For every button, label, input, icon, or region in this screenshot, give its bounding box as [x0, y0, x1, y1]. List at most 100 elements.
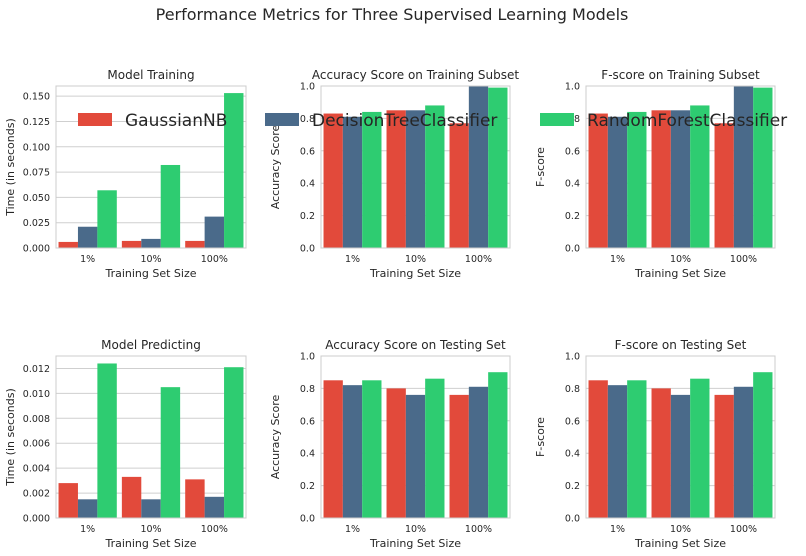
- subplot-2: 0.0 0.2 0.4 0.6 0.8 1.0 1% 10% 100% Accuracy Scor…: [269, 68, 519, 280]
- y-tick-label: 0.100: [23, 142, 50, 153]
- x-tick-label: 1%: [610, 524, 625, 535]
- x-tick-label: 10%: [670, 254, 691, 265]
- subplot-3: 0.00.20.40.60.81.01%10%100%F-score on Tr…: [534, 68, 776, 280]
- bar-GaussianNB-1%: [588, 113, 608, 248]
- bar-GaussianNB-10%: [386, 388, 406, 518]
- y-tick-label: 0.4: [565, 179, 580, 190]
- bar-DecisionTreeClassifier-1%: [77, 499, 98, 518]
- figure-title: Performance Metrics for Three Supervised…: [156, 5, 629, 24]
- legend-label-GaussianNB: GaussianNB: [125, 111, 227, 131]
- subplot-grid: 0.000 0.025 0.050 0.075 0.100 0.125 0.150 1% 10%…: [4, 68, 776, 550]
- axes-frame: [585, 355, 776, 519]
- subplot-6: 0.0 0.2 0.4 0.6 0.8 1.0 1% 10% 100% F-score on Te…: [534, 338, 776, 550]
- bar-RandomForestClassifier-10%: [160, 164, 181, 248]
- bar-RandomForestClassifier-1%: [362, 111, 382, 248]
- y-tick-label: 0.2: [565, 211, 580, 222]
- bar-GaussianNB-100%: [714, 123, 734, 248]
- y-tick-label: 0.2: [300, 481, 315, 492]
- bar-RandomForestClassifier-1%: [362, 380, 382, 518]
- x-tick-label: 100%: [201, 254, 228, 265]
- bar-RandomForestClassifier-10%: [425, 378, 445, 518]
- bar-GaussianNB-1%: [323, 113, 343, 248]
- bar-RandomForestClassifier-100%: [224, 367, 244, 518]
- bar-RandomForestClassifier-100%: [488, 87, 508, 249]
- y-tick-label: 0.0: [565, 514, 580, 525]
- bar-GaussianNB-100%: [449, 123, 469, 248]
- bar-RandomForestClassifier-100%: [753, 87, 773, 249]
- bar-DecisionTreeClassifier-100%: [204, 496, 225, 518]
- y-tick-label: 0.125: [23, 117, 50, 128]
- bar-GaussianNB-10%: [386, 110, 406, 248]
- subplot-title: F-score on Training Subset: [601, 68, 760, 82]
- y-tick-label: 0.025: [23, 218, 50, 229]
- x-axis-label: Training Set Size: [369, 267, 461, 280]
- legend: GaussianNB DecisionTreeClassifier RandomFo…: [78, 111, 787, 131]
- bar-DecisionTreeClassifier-10%: [405, 110, 426, 248]
- y-tick-label: 0.6: [565, 146, 580, 157]
- y-axis-label: F-score: [534, 417, 547, 457]
- x-tick-label: 100%: [730, 254, 757, 265]
- axes-frame: [320, 85, 511, 249]
- bar-GaussianNB-10%: [121, 240, 142, 248]
- y-axis-label: Accuracy Score: [269, 395, 282, 480]
- axes-frame: [585, 85, 776, 249]
- legend-swatch-GaussianNB: [78, 113, 112, 126]
- bar-DecisionTreeClassifier-100%: [733, 386, 754, 518]
- y-tick-label: 0.0: [565, 244, 580, 255]
- x-tick-label: 100%: [465, 254, 492, 265]
- bar-DecisionTreeClassifier-1%: [342, 385, 363, 518]
- bar-DecisionTreeClassifier-1%: [607, 385, 628, 518]
- y-tick-label: 0.002: [23, 489, 50, 500]
- bar-DecisionTreeClassifier-100%: [733, 86, 754, 248]
- bar-DecisionTreeClassifier-10%: [141, 238, 161, 248]
- bar-DecisionTreeClassifier-100%: [204, 216, 225, 248]
- bar-RandomForestClassifier-10%: [425, 105, 445, 248]
- y-axis-label: F-score: [534, 147, 547, 187]
- bar-RandomForestClassifier-10%: [160, 387, 181, 518]
- subplot-title: Accuracy Score on Training Subset: [312, 68, 519, 82]
- x-tick-label: 1%: [345, 524, 360, 535]
- subplot-title: Accuracy Score on Testing Set: [325, 338, 506, 352]
- bar-RandomForestClassifier-10%: [690, 378, 710, 518]
- y-tick-label: 0.012: [23, 364, 50, 375]
- y-tick-label: 0.075: [23, 168, 50, 179]
- bar-RandomForestClassifier-100%: [753, 372, 773, 518]
- bar-GaussianNB-1%: [58, 483, 78, 518]
- y-axis-label: Time (in seconds): [4, 388, 17, 487]
- bar-GaussianNB-100%: [714, 394, 734, 518]
- x-tick-label: 10%: [140, 254, 161, 265]
- x-axis-label: Training Set Size: [634, 267, 726, 280]
- legend-swatch-DecisionTreeClassifier: [265, 113, 299, 126]
- subplot-5: 0.0 0.2 0.4 0.6 0.8 1.0 1% 10% 100% Accuracy Scor…: [269, 338, 511, 550]
- bar-GaussianNB-100%: [449, 394, 469, 518]
- x-tick-label: 10%: [405, 254, 426, 265]
- axes-frame: [320, 355, 511, 519]
- x-tick-label: 10%: [140, 524, 161, 535]
- bar-RandomForestClassifier-1%: [627, 111, 647, 248]
- y-tick-label: 0.0: [300, 514, 315, 525]
- bar-GaussianNB-100%: [185, 240, 205, 248]
- subplot-title: Model Training: [107, 68, 194, 82]
- y-tick-label: 0.4: [300, 179, 315, 190]
- y-tick-label: 0.010: [23, 389, 50, 400]
- y-tick-label: 0.4: [565, 449, 580, 460]
- legend-swatch-RandomForestClassifier: [540, 113, 574, 126]
- bar-GaussianNB-1%: [588, 380, 608, 518]
- bar-DecisionTreeClassifier-100%: [468, 86, 489, 248]
- y-tick-label: 0.000: [23, 244, 50, 255]
- bar-DecisionTreeClassifier-10%: [405, 394, 426, 518]
- y-axis-label: Time (in seconds): [4, 118, 17, 217]
- y-tick-label: 1.0: [300, 82, 315, 93]
- y-tick-label: 0.000: [23, 514, 50, 525]
- bar-DecisionTreeClassifier-1%: [77, 226, 98, 248]
- x-tick-label: 10%: [670, 524, 691, 535]
- y-tick-label: 0.8: [300, 384, 315, 395]
- x-axis-label: Training Set Size: [104, 267, 196, 280]
- x-tick-label: 100%: [465, 524, 492, 535]
- x-axis-label: Training Set Size: [634, 537, 726, 550]
- x-tick-label: 1%: [80, 524, 95, 535]
- y-axis-label: Accuracy Score: [269, 125, 282, 210]
- bar-GaussianNB-1%: [58, 241, 78, 248]
- subplot-1: 0.000 0.025 0.050 0.075 0.100 0.125 0.150 1% 10%…: [4, 68, 247, 280]
